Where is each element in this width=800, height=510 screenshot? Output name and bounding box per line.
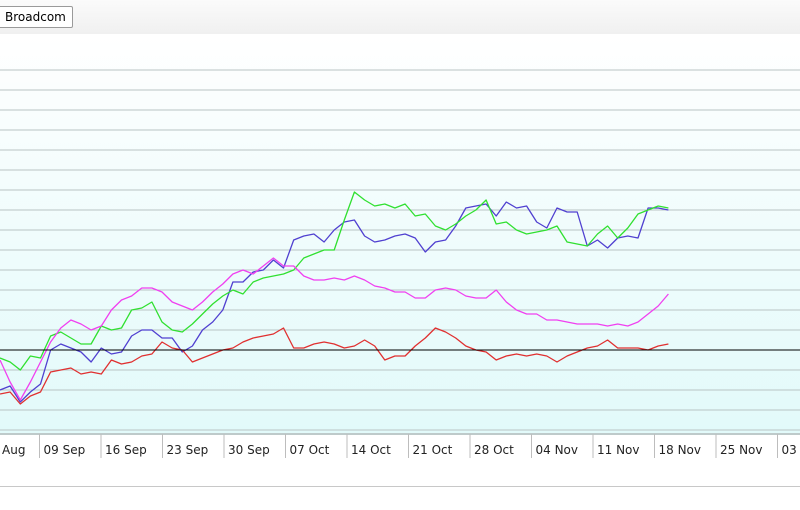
x-tick-label: Aug — [2, 443, 25, 457]
x-tick-label: 11 Nov — [597, 443, 640, 457]
series-line-3 — [0, 257, 669, 401]
gridlines — [0, 69, 800, 431]
chart-toolbar: Broadcom — [0, 0, 800, 34]
series-line-4 — [0, 327, 669, 405]
x-tick-label: 07 Oct — [290, 443, 330, 457]
plot-area — [0, 37, 800, 435]
x-tick-label: 16 Sep — [105, 443, 147, 457]
footer-divider — [0, 486, 800, 487]
x-tick-label: 09 Sep — [44, 443, 86, 457]
x-tick-label: 25 Nov — [720, 443, 763, 457]
x-tick-label: 21 Oct — [413, 443, 453, 457]
x-tick-label: 28 Oct — [474, 443, 514, 457]
x-tick-label: 30 Sep — [228, 443, 270, 457]
x-tick-label: 14 Oct — [351, 443, 391, 457]
series-lines — [0, 191, 800, 405]
series-line-2 — [0, 191, 669, 371]
x-axis: Aug 09 Sep 16 Sep 23 Sep 30 Sep 07 Oct 14 Oct 2… — [2, 434, 800, 458]
legend-button-broadcom[interactable]: Broadcom — [0, 6, 73, 28]
x-tick-label: 18 Nov — [659, 443, 702, 457]
x-tick-label: 03 D — [782, 443, 800, 457]
line-chart: Aug 09 Sep 16 Sep 23 Sep 30 Sep 07 Oct 14 Oct 2… — [0, 37, 800, 458]
series-line-1 — [0, 201, 669, 403]
x-tick-label: 23 Sep — [167, 443, 209, 457]
x-tick-label: 04 Nov — [536, 443, 579, 457]
